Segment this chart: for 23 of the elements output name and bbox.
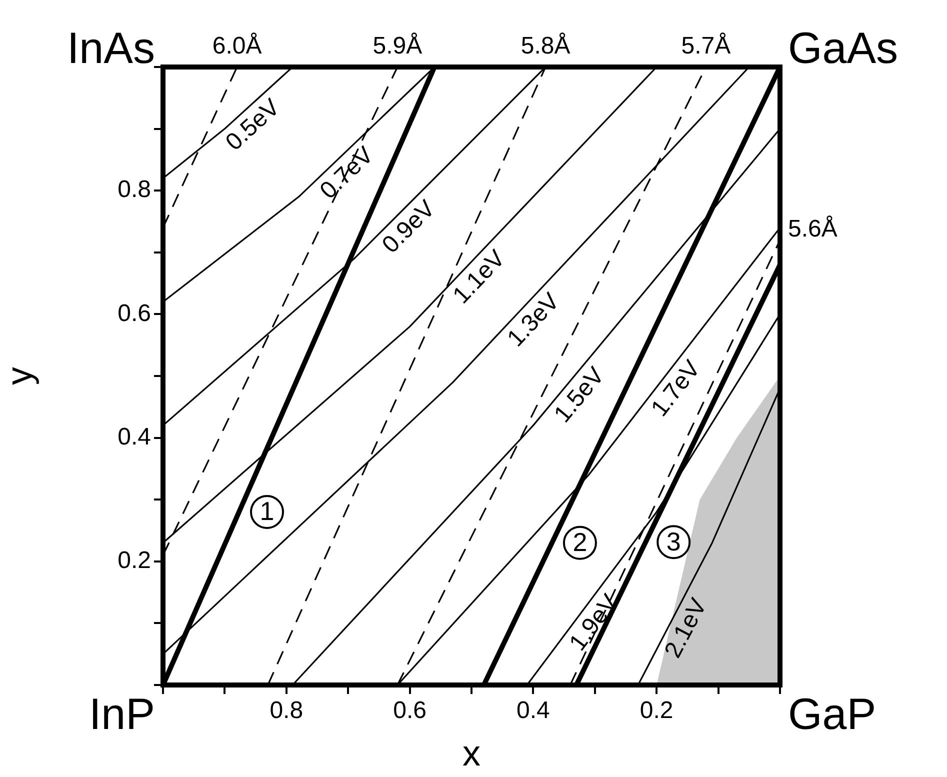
series-label: 5.8Å — [520, 32, 570, 60]
y-tick-label: 0.8 — [118, 176, 151, 204]
y-tick-label: 0.4 — [118, 423, 151, 450]
series-label: 3 — [666, 526, 681, 556]
series-label: 5.6Å — [788, 216, 838, 243]
x-tick-label: 0.4 — [516, 697, 550, 724]
y-tick-label: 0.2 — [118, 547, 151, 574]
series-label: 5.7Å — [681, 32, 731, 60]
text: InAs — [66, 24, 155, 74]
series-label: 5.9Å — [372, 32, 422, 60]
text: GaAs — [788, 24, 898, 74]
x-tick-label: 0.2 — [640, 697, 674, 724]
y-tick-label: 0.6 — [118, 300, 151, 327]
series-label: 2 — [572, 527, 588, 558]
x-tick-label: 0.8 — [270, 697, 304, 724]
text: GaP — [788, 690, 876, 740]
text: 2.1eV — [659, 594, 712, 662]
y-axis-title: y — [0, 367, 40, 385]
series-label: 6.0Å — [212, 32, 262, 60]
text: InP — [88, 690, 155, 740]
x-tick-label: 0.6 — [393, 697, 426, 724]
series-label: 1 — [260, 496, 274, 526]
x-axis-title: x — [462, 732, 480, 774]
